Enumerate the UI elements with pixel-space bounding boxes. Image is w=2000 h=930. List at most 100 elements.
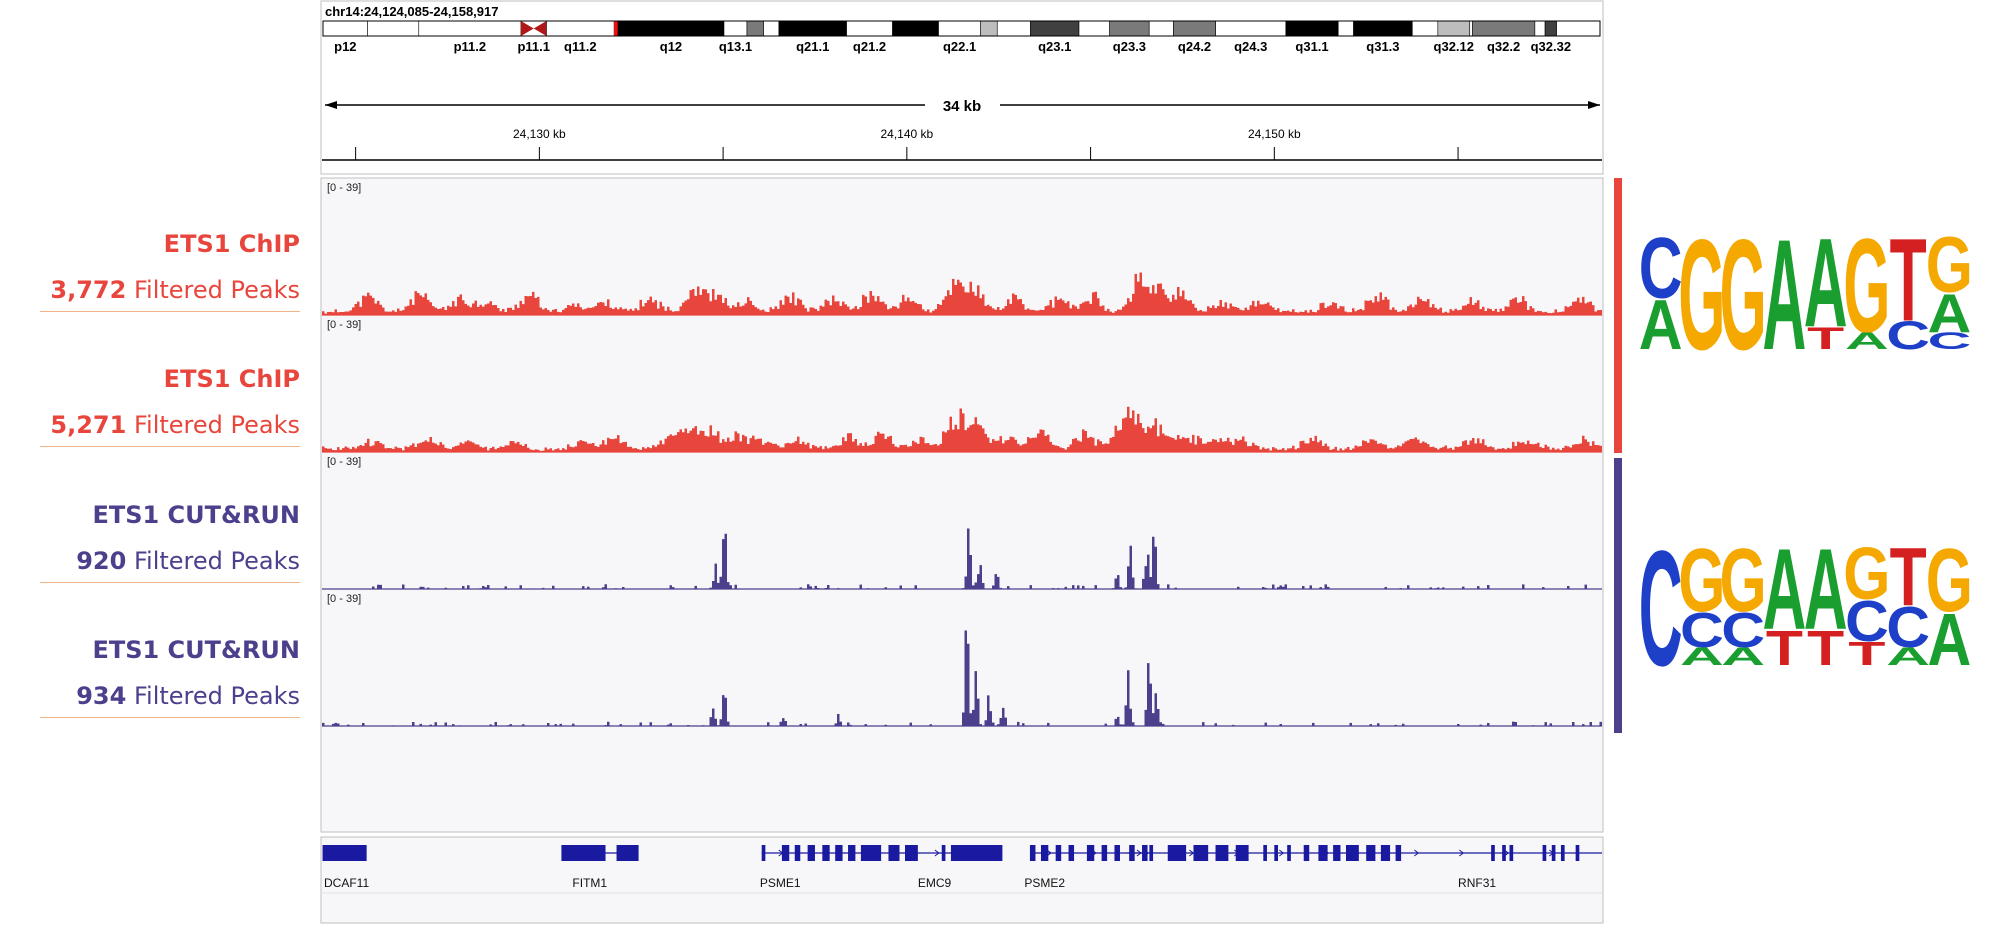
track-name: ETS1 CUT&RUN (92, 636, 300, 664)
gene-fitm1[interactable]: FITM1 (561, 845, 639, 890)
track-2-chip[interactable]: [0 - 39] (322, 319, 1602, 453)
gene-rnf31[interactable]: RNF31 (1127, 845, 1602, 890)
peak-suffix: Filtered Peaks (133, 276, 300, 304)
motif-letter-t: T (1890, 213, 1927, 345)
exon (794, 845, 801, 861)
gene-emc9[interactable]: EMC9 (917, 845, 1003, 890)
centromere-right (533, 21, 547, 36)
gene-dcaf11[interactable]: DCAF11 (322, 845, 370, 890)
coverage-signal (322, 272, 1602, 315)
exon (1040, 845, 1049, 861)
peak-suffix: Filtered Peaks (133, 547, 300, 575)
track-name: ETS1 CUT&RUN (92, 501, 300, 529)
cytoband-label: q12 (660, 39, 682, 54)
exon (1235, 845, 1249, 861)
cytoband (613, 20, 619, 37)
peak-count: 5,271 (50, 411, 127, 439)
exon (1215, 845, 1229, 861)
exon (1509, 845, 1514, 861)
motif-letter-c: C (1680, 602, 1724, 657)
cytoband (1544, 20, 1557, 37)
track-4-cutrun[interactable]: [0 - 39] (322, 593, 1602, 727)
exon (848, 845, 856, 861)
exon (1542, 845, 1547, 861)
cytoband (546, 20, 615, 37)
ideogram-outline (322, 20, 1601, 37)
strand-arrow (1459, 849, 1465, 857)
track-label-chip-1[interactable]: ETS1 ChIP 3,772 Filtered Peaks (40, 229, 300, 312)
motif-letter-t: T (1807, 321, 1844, 356)
cytoband-label: q24.3 (1234, 39, 1267, 54)
peak-suffix: Filtered Peaks (133, 411, 300, 439)
exon (822, 845, 830, 861)
track-1-chip[interactable]: [0 - 39] (322, 182, 1602, 316)
cytoband-label: q22.1 (943, 39, 976, 54)
exon (1086, 845, 1095, 861)
exon (1491, 845, 1495, 861)
refseq-gene-track[interactable]: DCAF11 FITM1 PSME1 EMC9 PSME2 RNF31 (322, 845, 1602, 890)
data-range-label: [0 - 39] (327, 593, 361, 605)
cytoband (1109, 20, 1150, 37)
exon (1068, 845, 1075, 861)
cytoband (1215, 20, 1287, 37)
cytoband (980, 20, 998, 37)
exon (1114, 845, 1120, 861)
gene-label: PSME2 (1024, 876, 1065, 890)
track-3-cutrun[interactable]: [0 - 39] (322, 456, 1602, 590)
filtered-peaks-label: 920 Filtered Peaks (40, 546, 300, 576)
exon (561, 845, 606, 861)
cytoband-label: p11.1 (517, 39, 550, 54)
motif-letter-t: T (1890, 532, 1927, 623)
track-name: ETS1 ChIP (163, 365, 300, 393)
exon (781, 845, 790, 861)
coordinate-ruler[interactable]: 24,130 kb 24,140 kb 24,150 kb (322, 127, 1602, 161)
chromosome-ideogram[interactable]: p12 p11.2 p11.1 q11.2 q12 q13.1 q21.1 q21.2 q22.… (322, 20, 1601, 54)
data-range-label: [0 - 39] (327, 456, 361, 468)
cytoband (367, 20, 420, 37)
label-underline (40, 446, 300, 447)
exon (1366, 845, 1376, 861)
cytoband-label: q24.2 (1178, 39, 1211, 54)
exon (1029, 845, 1036, 861)
exon (1274, 845, 1278, 861)
motif-letter-c: C (1639, 518, 1683, 701)
cytoband-label: q31.3 (1366, 39, 1399, 54)
gene-psme1[interactable]: PSME1 (760, 845, 918, 890)
peak-count: 934 (76, 682, 127, 710)
label-underline (40, 311, 300, 312)
cytoband (723, 20, 748, 37)
cytoband (846, 20, 893, 37)
motif-letter-a: A (1762, 208, 1806, 384)
cytoband (1469, 20, 1473, 37)
track-label-chip-2[interactable]: ETS1 ChIP 5,271 Filtered Peaks (40, 364, 300, 447)
label-underline (40, 582, 300, 583)
exon (1502, 845, 1506, 861)
cytoband (617, 20, 725, 37)
data-range-label: [0 - 39] (327, 182, 361, 194)
cytoband-label: q32.32 (1531, 39, 1571, 54)
motif-letter-a: A (1721, 643, 1765, 671)
motif-letter-g: G (1926, 220, 1973, 309)
exon (1193, 845, 1209, 861)
track-label-cutrun-1[interactable]: ETS1 CUT&RUN 920 Filtered Peaks (40, 500, 300, 583)
motif-letter-t: T (1848, 636, 1885, 672)
exon (1263, 845, 1267, 861)
cytoband (1030, 20, 1080, 37)
track-label-cutrun-2[interactable]: ETS1 CUT&RUN 934 Filtered Peaks (40, 635, 300, 718)
data-panel (320, 177, 1604, 833)
gene-label: RNF31 (1458, 876, 1496, 890)
cytoband (892, 20, 939, 37)
cytoband-label: q32.2 (1487, 39, 1520, 54)
cytoband (322, 20, 368, 37)
motif-letter-g: G (1678, 530, 1725, 631)
exon (1167, 845, 1187, 861)
exon (1380, 845, 1391, 861)
cytoband (1148, 20, 1174, 37)
cytoband-label: q23.3 (1113, 39, 1146, 54)
cytoband (1337, 20, 1354, 37)
exon (1345, 845, 1359, 861)
motif-letter-g: G (1720, 530, 1767, 631)
